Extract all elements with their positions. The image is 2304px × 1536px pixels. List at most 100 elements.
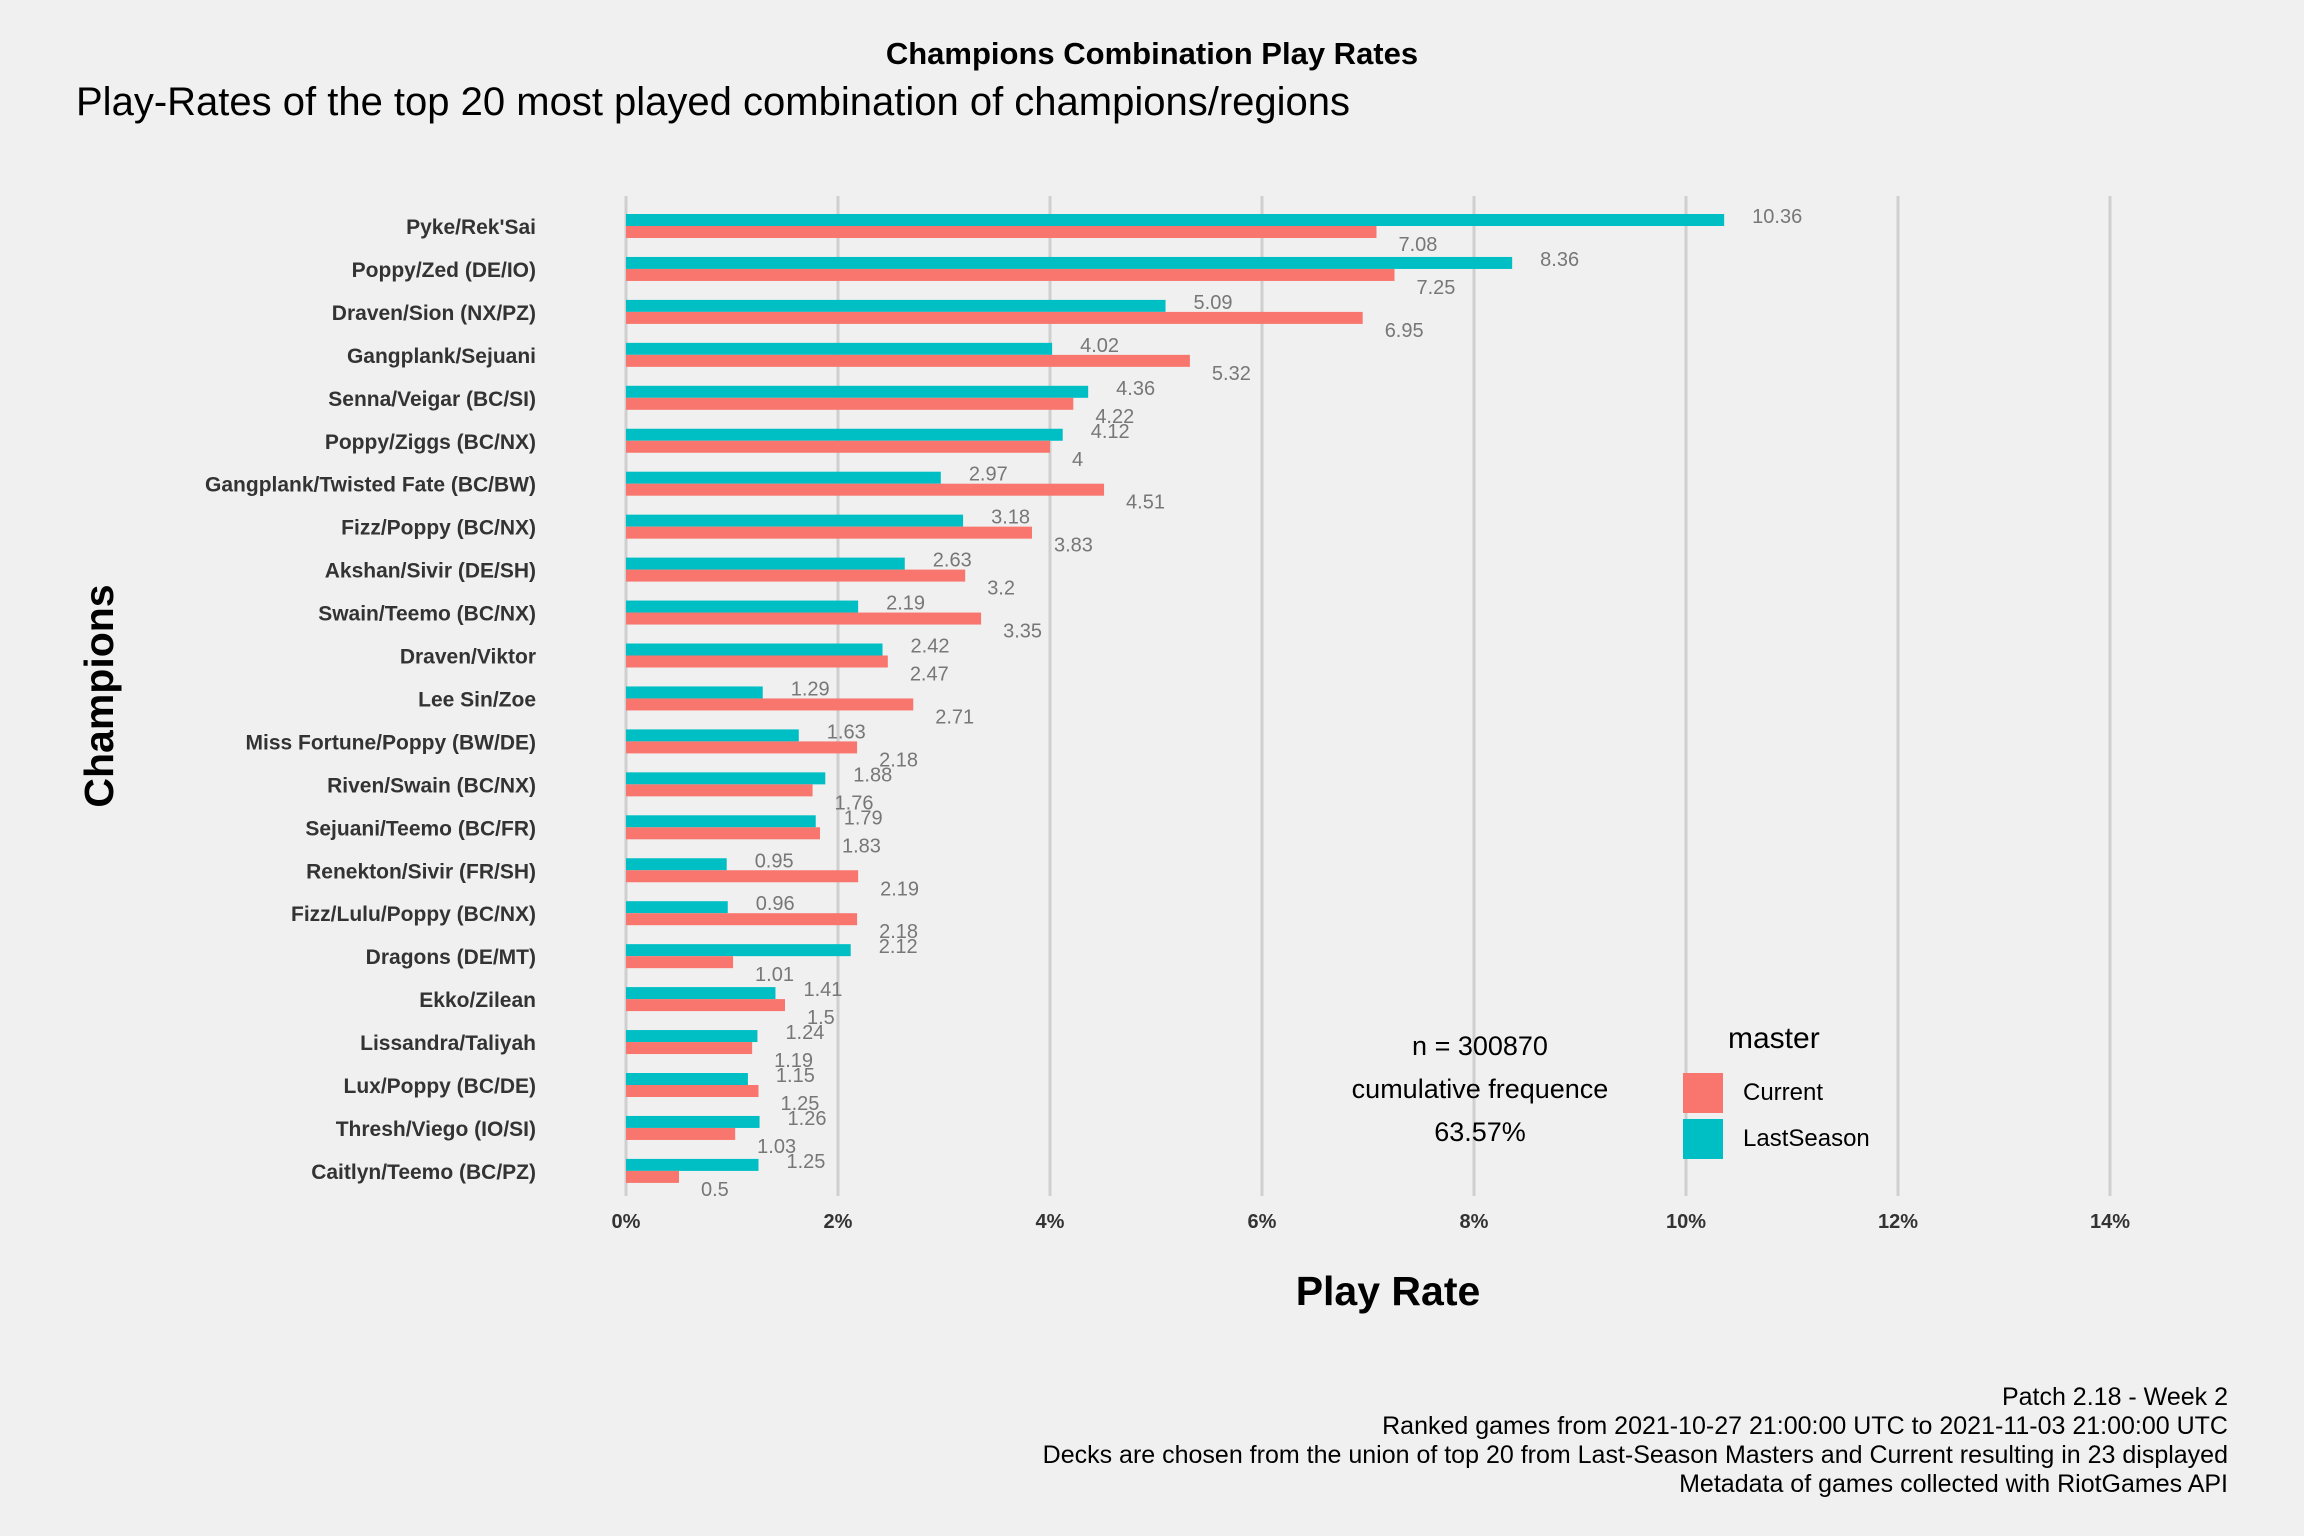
data-label-lastseason: 1.24: [785, 1022, 824, 1044]
data-label-lastseason: 2.42: [911, 636, 950, 658]
data-label-lastseason: 2.63: [933, 550, 972, 572]
bar-lastseason: [626, 643, 883, 656]
y-tick-label: Lee Sin/Zoe: [418, 688, 536, 711]
data-label-lastseason: 1.29: [791, 678, 830, 700]
bar-current: [626, 999, 785, 1012]
data-label-current: 2.18: [879, 921, 918, 943]
bar-current: [626, 1042, 753, 1055]
data-label-lastseason: 4.36: [1116, 378, 1155, 400]
y-tick-label: Draven/Sion (NX/PZ): [332, 302, 536, 325]
annotation-value: 63.57%: [1434, 1117, 1526, 1147]
bar-current: [626, 1127, 736, 1140]
x-tick-label: 8%: [1460, 1211, 1489, 1233]
y-tick-labels: Pyke/Rek'Sai Poppy/Zed (DE/IO) Draven/Sion…: [205, 216, 536, 1184]
caption: Patch 2.18 - Week 2 Ranked games from 20…: [1043, 1383, 2228, 1499]
data-label-lastseason: 1.79: [844, 807, 883, 829]
legend-item-lastseason: LastSeason: [1683, 1116, 1870, 1162]
data-label-current: 1.19: [774, 1050, 813, 1072]
bar-current: [626, 655, 888, 668]
x-tick-labels: 0% 2% 4% 6% 8% 10% 12% 14%: [612, 1211, 2131, 1233]
data-label-lastseason: 0.95: [755, 850, 794, 872]
legend: master Current LastSeason: [1683, 1022, 1870, 1162]
data-label-current: 7.25: [1417, 277, 1456, 299]
y-tick-label: Draven/Viktor: [400, 646, 536, 669]
caption-line: Decks are chosen from the union of top 2…: [1042, 1441, 2228, 1469]
data-label-current: 2.18: [879, 749, 918, 771]
bar-current: [626, 311, 1363, 324]
data-label-lastseason: 0.96: [756, 893, 795, 915]
bar-current: [626, 526, 1032, 539]
y-tick-label: Lissandra/Taliyah: [360, 1032, 536, 1055]
data-label-lastseason: 2.12: [879, 936, 918, 958]
data-label-current: 2.71: [935, 706, 974, 728]
data-label-current: 6.95: [1385, 320, 1424, 342]
bar-current: [626, 956, 734, 969]
data-label-lastseason: 1.15: [776, 1065, 815, 1087]
bar-lastseason: [626, 1115, 760, 1128]
y-tick-label: Sejuani/Teemo (BC/FR): [305, 817, 536, 840]
data-label-current: 1.25: [781, 1093, 820, 1115]
bars: [626, 214, 1725, 1183]
data-label-lastseason: 4.12: [1091, 421, 1130, 443]
annotation-label: cumulative frequence: [1351, 1074, 1609, 1104]
x-tick-label: 0%: [612, 1211, 641, 1233]
bar-lastseason: [626, 299, 1166, 312]
bar-lastseason: [626, 772, 826, 785]
data-label-lastseason: 10.36: [1752, 206, 1802, 228]
bar-current: [626, 226, 1377, 238]
legend-label-current: Current: [1743, 1079, 1824, 1106]
data-label-lastseason: 1.88: [853, 764, 892, 786]
data-label-lastseason: 1.63: [827, 721, 866, 743]
y-tick-label: Thresh/Viego (IO/SI): [336, 1118, 536, 1141]
chart-title: Champions Combination Play Rates: [885, 36, 1419, 71]
data-label-current: 2.19: [880, 878, 919, 900]
bar-current: [626, 483, 1105, 496]
caption-line: Metadata of games collected with RiotGam…: [1679, 1470, 2228, 1498]
bar-current: [626, 612, 982, 625]
y-tick-label: Lux/Poppy (BC/DE): [344, 1075, 537, 1098]
data-label-lastseason: 1.25: [787, 1151, 826, 1173]
data-label-current: 1.5: [807, 1007, 835, 1029]
bar-current: [626, 1170, 679, 1183]
legend-item-current: Current: [1683, 1070, 1870, 1116]
y-tick-label: Senna/Veigar (BC/SI): [328, 388, 536, 411]
x-tick-label: 2%: [824, 1211, 853, 1233]
bar-current: [626, 397, 1074, 410]
bar-lastseason: [626, 987, 776, 1000]
bar-lastseason: [626, 342, 1053, 355]
bar-current: [626, 354, 1190, 367]
data-label-current: 1.03: [757, 1136, 796, 1158]
data-label-current: 4.51: [1126, 492, 1165, 514]
bar-current: [626, 784, 813, 797]
data-label-current: 1.83: [842, 835, 881, 857]
data-label-current: 4.22: [1095, 406, 1134, 428]
bar-lastseason: [626, 815, 816, 828]
x-axis-label: Play Rate: [1296, 1268, 1481, 1314]
bar-lastseason: [626, 600, 859, 613]
bar-lastseason: [626, 385, 1089, 398]
y-tick-label: Miss Fortune/Poppy (BW/DE): [246, 731, 537, 754]
data-label-lastseason: 2.97: [969, 464, 1008, 486]
bar-lastseason: [626, 557, 905, 570]
bar-lastseason: [626, 858, 727, 871]
y-tick-label: Dragons (DE/MT): [366, 946, 536, 969]
data-label-current: 3.2: [987, 578, 1015, 600]
data-label-lastseason: 4.02: [1080, 335, 1119, 357]
x-tick-label: 4%: [1036, 1211, 1065, 1233]
y-tick-label: Renekton/Sivir (FR/SH): [306, 860, 536, 883]
data-label-lastseason: 2.19: [886, 593, 925, 615]
grid-lines: [624, 196, 2112, 1196]
bar-lastseason: [626, 214, 1725, 226]
annotation-n: n = 300870: [1412, 1031, 1548, 1061]
bar-current: [626, 268, 1395, 281]
data-label-current: 1.01: [755, 964, 794, 986]
x-tick-label: 12%: [1878, 1211, 1918, 1233]
data-label-lastseason: 3.18: [991, 507, 1030, 529]
y-tick-label: Pyke/Rek'Sai: [406, 216, 536, 239]
data-label-current: 5.32: [1212, 363, 1251, 385]
bar-lastseason: [626, 901, 728, 914]
bar-current: [626, 870, 859, 883]
bar-current: [626, 698, 914, 711]
